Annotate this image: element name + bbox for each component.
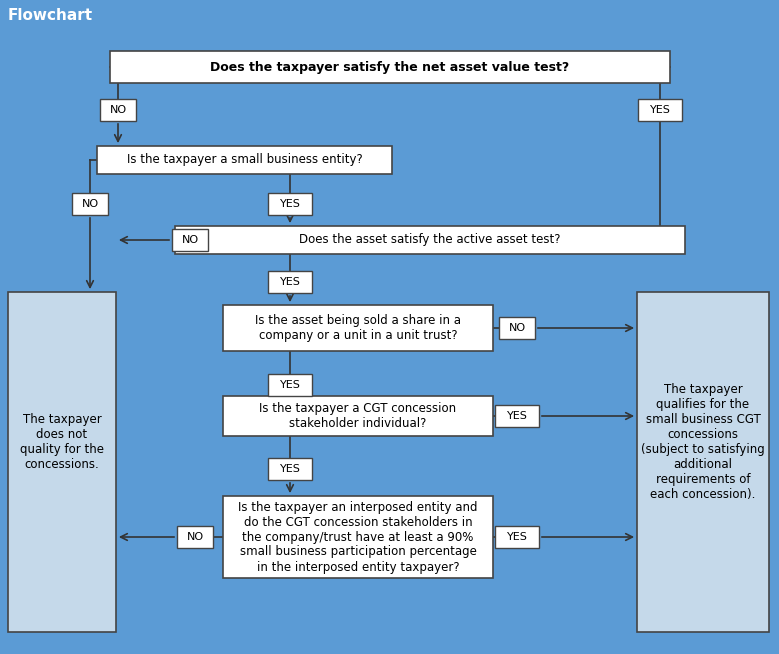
Text: YES: YES <box>650 105 671 115</box>
Text: The taxpayer
qualifies for the
small business CGT
concessions
(subject to satisf: The taxpayer qualifies for the small bus… <box>641 383 765 501</box>
Bar <box>97 146 393 174</box>
Text: The taxpayer
does not
quality for the
concessions.: The taxpayer does not quality for the co… <box>20 413 104 471</box>
Bar <box>110 51 670 83</box>
Text: YES: YES <box>280 380 301 390</box>
Bar <box>172 229 208 251</box>
Bar <box>495 526 539 548</box>
Text: Is the asset being sold a share in a
company or a unit in a unit trust?: Is the asset being sold a share in a com… <box>255 314 461 342</box>
Bar <box>223 496 493 578</box>
Bar <box>100 99 136 121</box>
Bar <box>223 396 493 436</box>
Bar <box>268 271 312 293</box>
Text: Is the taxpayer an interposed entity and
do the CGT concession stakeholders in
t: Is the taxpayer an interposed entity and… <box>238 500 478 574</box>
Text: YES: YES <box>280 277 301 287</box>
Bar <box>495 405 539 427</box>
Bar <box>177 526 213 548</box>
Text: Is the taxpayer a CGT concession
stakeholder individual?: Is the taxpayer a CGT concession stakeho… <box>259 402 456 430</box>
Text: Does the taxpayer satisfy the net asset value test?: Does the taxpayer satisfy the net asset … <box>210 61 569 73</box>
Text: NO: NO <box>109 105 126 115</box>
Bar <box>268 374 312 396</box>
Bar <box>72 193 108 215</box>
Text: Does the asset satisfy the active asset test?: Does the asset satisfy the active asset … <box>299 233 561 247</box>
Text: YES: YES <box>280 464 301 474</box>
Bar <box>8 292 116 632</box>
Text: YES: YES <box>280 199 301 209</box>
Bar <box>223 305 493 351</box>
Text: NO: NO <box>509 323 526 333</box>
Text: Flowchart: Flowchart <box>8 9 93 24</box>
Bar <box>638 99 682 121</box>
Bar <box>175 226 685 254</box>
Bar <box>499 317 535 339</box>
Text: NO: NO <box>82 199 99 209</box>
Bar <box>268 458 312 480</box>
Text: NO: NO <box>182 235 199 245</box>
Text: Is the taxpayer a small business entity?: Is the taxpayer a small business entity? <box>127 154 363 167</box>
Bar <box>637 292 769 632</box>
Text: NO: NO <box>186 532 203 542</box>
Text: YES: YES <box>506 532 527 542</box>
Text: YES: YES <box>506 411 527 421</box>
Bar <box>268 193 312 215</box>
